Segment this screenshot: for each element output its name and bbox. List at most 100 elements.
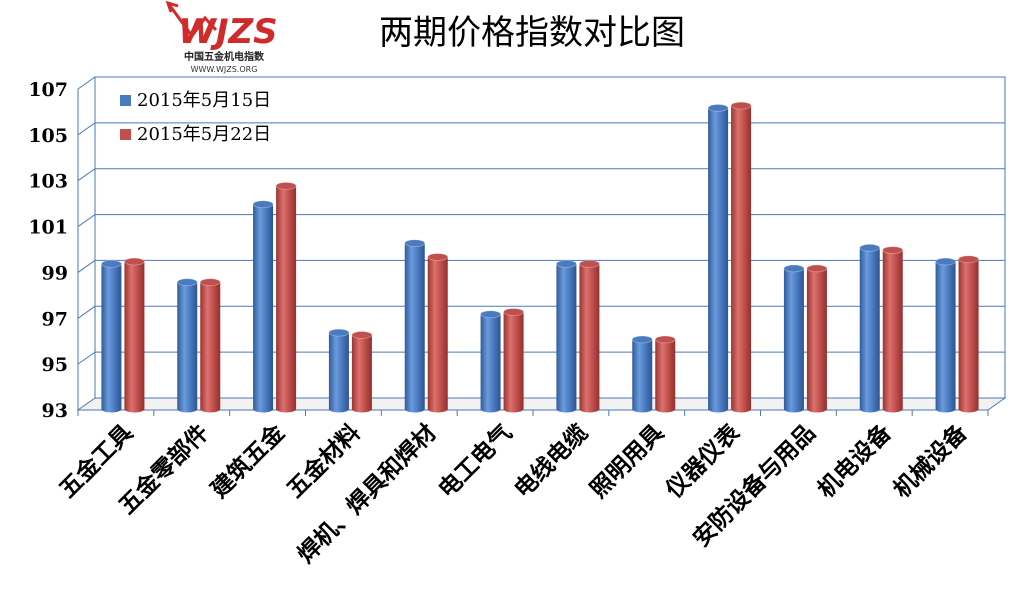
bar-body [632,339,653,413]
bar-body [783,268,804,413]
bar-cap [328,328,350,337]
x-tick-label: 照明用具 [586,420,669,503]
bar-body [655,339,676,413]
bar-cap [252,200,274,209]
bar-body [503,311,524,413]
bar-cap [275,181,297,190]
bar [859,243,881,413]
gridline [77,76,1005,90]
bar-body [427,256,448,413]
bar [556,259,577,413]
bar-cap [480,310,501,319]
bar [427,253,449,413]
bar-body [731,105,752,413]
bar-cap [427,253,449,261]
bar [404,239,426,413]
bar-body [200,282,221,413]
x-tick-label: 焊机、焊具和焊材 [293,420,441,568]
y-tick-label: 103 [28,171,68,193]
bar-body [328,332,349,413]
bar-body [404,243,425,413]
logo-url: WWW.WJZS.ORG [191,65,258,74]
plot-area [76,76,1007,411]
bar-body [351,334,372,413]
gridline [77,259,1005,273]
bar [101,259,122,413]
bar [199,278,221,413]
gridline [77,351,1005,365]
bar-body [708,107,729,413]
bar-cap [404,239,426,248]
bar [882,246,904,413]
bar [783,264,805,413]
logo-subtitle: 中国五金机电指数 [184,50,265,63]
bar-cap [935,257,956,266]
logo-arrow-icon [165,0,218,39]
bar-cap [882,246,904,254]
bar-body [958,259,979,413]
chart-title: 两期价格指数对比图 [379,13,685,53]
bar [935,257,956,413]
bar-body [480,314,501,413]
x-tick-label: 电工电气 [433,419,517,503]
x-axis: 五金工具五金零部件建筑五金五金材料焊机、焊具和焊材电工电气电线电缆照明用具仪器仪… [54,410,989,568]
bar-cap [124,257,145,266]
bar-cap [351,331,373,339]
legend-swatch-series-1 [120,95,131,106]
bar [654,335,676,413]
bar-cap [101,259,122,268]
bar [730,101,752,413]
bar-cap [199,278,221,287]
bar-cap [176,278,198,287]
bar-cap [707,104,729,112]
x-tick-label: 机电设备 [812,418,897,503]
y-tick-label: 105 [28,125,68,147]
bar-body [579,263,600,413]
y-tick-label: 93 [42,400,68,422]
bar-cap [503,308,524,316]
bar [124,257,145,413]
bar-body [859,247,880,413]
x-tick-label: 机械设备 [888,418,973,503]
bar-body [253,204,274,413]
bar-cap [783,264,805,273]
bar [275,181,297,413]
legend-label-series-1: 2015年5月15日 [137,90,271,111]
bar-cap [654,335,676,344]
bar-body [806,268,827,413]
bar [503,308,524,413]
x-tick-label: 电线电缆 [509,419,593,503]
bar-cap [730,101,752,110]
bar-cap [806,264,828,273]
logo-name: WJZS [178,12,277,52]
bar [631,335,653,413]
bar [480,310,501,413]
bar-body [276,185,297,413]
bar [351,331,373,413]
bar-cap [859,243,881,252]
legend-swatch-series-2 [120,129,131,140]
bar-body [556,263,577,413]
gridlines [77,76,1005,365]
gridline [77,214,1005,227]
bar-cap [958,255,979,264]
bar [806,264,828,413]
x-tick-label: 建筑五金 [206,418,291,503]
bar [328,328,350,413]
bar [958,255,979,413]
bar-body [882,250,903,413]
bar [707,104,729,413]
bar [579,259,600,413]
gridline [77,305,1005,319]
y-tick-label: 97 [42,308,68,330]
bars [101,101,979,413]
bar-body [101,263,122,413]
y-tick-label: 101 [28,217,68,239]
legend: 2015年5月15日 2015年5月22日 [120,90,271,145]
bar-cap [579,259,600,268]
gridline [77,122,1005,136]
bar-body [124,261,145,413]
y-tick-label: 107 [28,79,68,101]
logo: WJZS 中国五金机电指数 WWW.WJZS.ORG [165,0,278,74]
legend-label-series-2: 2015年5月22日 [137,124,271,145]
